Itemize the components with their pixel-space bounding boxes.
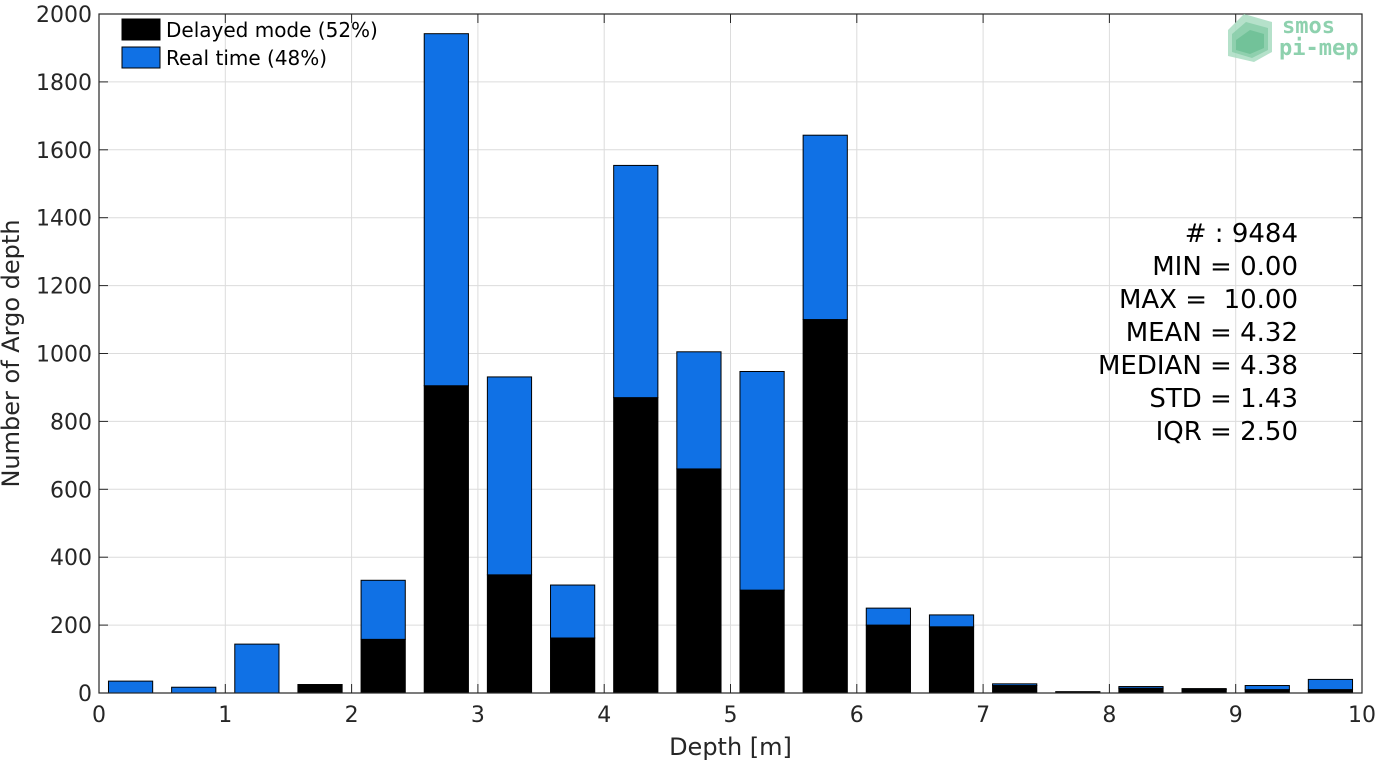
bar-real-time bbox=[739, 370, 785, 591]
x-axis-label: Depth [m] bbox=[669, 733, 792, 761]
stat-std: STD = 1.43 bbox=[1149, 384, 1298, 414]
x-tick-label: 9 bbox=[1229, 703, 1243, 728]
bar-real-time bbox=[423, 33, 469, 387]
x-tick-label: 2 bbox=[345, 703, 359, 728]
y-tick-label: 400 bbox=[50, 546, 92, 571]
logo-text-smos: smos bbox=[1282, 14, 1335, 39]
bar-delayed-mode bbox=[865, 624, 911, 694]
legend-label-real-time: Real time (48%) bbox=[166, 46, 327, 70]
logo-mark-icon bbox=[1228, 14, 1272, 62]
bar-delayed-mode bbox=[1118, 687, 1164, 694]
x-tick-label: 3 bbox=[471, 703, 485, 728]
bar-real-time bbox=[171, 686, 217, 694]
stat-median: MEDIAN = 4.38 bbox=[1098, 351, 1298, 381]
statistics-box: # : 9484 MIN = 0.00 MAX = 10.00 MEAN = 4… bbox=[1098, 219, 1298, 447]
stat-mean: MEAN = 4.32 bbox=[1126, 318, 1298, 348]
x-tick-label: 7 bbox=[976, 703, 990, 728]
bar-real-time bbox=[360, 579, 406, 640]
y-tick-label: 800 bbox=[50, 410, 92, 435]
stat-count: # : 9484 bbox=[1185, 219, 1298, 249]
bar-real-time bbox=[1244, 685, 1290, 691]
bars bbox=[107, 33, 1354, 694]
y-axis-label: Number of Argo depth bbox=[0, 219, 25, 487]
x-tick-label: 6 bbox=[850, 703, 864, 728]
y-tick-label: 1200 bbox=[36, 275, 92, 300]
bar-delayed-mode bbox=[802, 319, 848, 694]
x-tick-label: 10 bbox=[1348, 703, 1376, 728]
bar-real-time bbox=[676, 351, 722, 470]
bar-delayed-mode bbox=[613, 397, 659, 694]
bar-real-time bbox=[1118, 686, 1164, 689]
bar-delayed-mode bbox=[486, 574, 533, 694]
bar-real-time bbox=[1307, 678, 1354, 691]
stat-iqr: IQR = 2.50 bbox=[1156, 417, 1298, 447]
bar-delayed-mode bbox=[550, 637, 596, 694]
bar-real-time bbox=[992, 683, 1038, 687]
bar-delayed-mode bbox=[360, 638, 406, 694]
stat-max: MAX = 10.00 bbox=[1119, 285, 1298, 315]
bar-real-time bbox=[107, 680, 154, 694]
bar-delayed-mode bbox=[423, 385, 469, 694]
bar-real-time bbox=[613, 164, 659, 399]
y-tick-label: 600 bbox=[50, 478, 92, 503]
bar-delayed-mode bbox=[992, 685, 1038, 694]
x-tick-label: 5 bbox=[724, 703, 738, 728]
y-tick-label: 1800 bbox=[36, 71, 92, 96]
y-tick-label: 0 bbox=[78, 682, 92, 707]
bar-real-time bbox=[486, 376, 533, 576]
bar-real-time bbox=[802, 134, 848, 321]
x-tick-label: 0 bbox=[92, 703, 106, 728]
x-tick-label: 1 bbox=[218, 703, 232, 728]
bar-real-time bbox=[865, 607, 911, 626]
x-tick-label: 4 bbox=[597, 703, 611, 728]
y-tick-label: 1000 bbox=[36, 343, 92, 368]
x-ticks: 0 1 2 3 4 5 6 7 8 9 10 bbox=[92, 14, 1376, 728]
y-tick-label: 2000 bbox=[36, 3, 92, 28]
bar-delayed-mode bbox=[297, 684, 343, 694]
legend-label-delayed-mode: Delayed mode (52%) bbox=[166, 18, 378, 42]
y-tick-label: 1400 bbox=[36, 207, 92, 232]
bar-delayed-mode bbox=[676, 468, 722, 694]
legend: Delayed mode (52%) Real time (48%) bbox=[121, 18, 378, 70]
legend-swatch-real-time bbox=[121, 46, 161, 69]
bar-real-time bbox=[550, 584, 596, 639]
bar-delayed-mode bbox=[739, 589, 785, 694]
legend-swatch-delayed-mode bbox=[121, 18, 161, 41]
bar-real-time bbox=[928, 614, 975, 628]
y-tick-label: 1600 bbox=[36, 139, 92, 164]
bar-delayed-mode bbox=[928, 626, 975, 694]
y-ticks: 0 200 400 600 800 1000 1200 1400 1600 1800 2000 bbox=[36, 3, 1362, 707]
logo-text-pi-mep: pi-mep bbox=[1279, 36, 1358, 61]
x-tick-label: 8 bbox=[1102, 703, 1116, 728]
bar-real-time bbox=[234, 643, 280, 694]
stat-min: MIN = 0.00 bbox=[1152, 252, 1298, 282]
y-tick-label: 200 bbox=[50, 614, 92, 639]
bar-real-time bbox=[1181, 688, 1227, 691]
smos-pi-mep-logo: smos pi-mep bbox=[1228, 14, 1358, 62]
